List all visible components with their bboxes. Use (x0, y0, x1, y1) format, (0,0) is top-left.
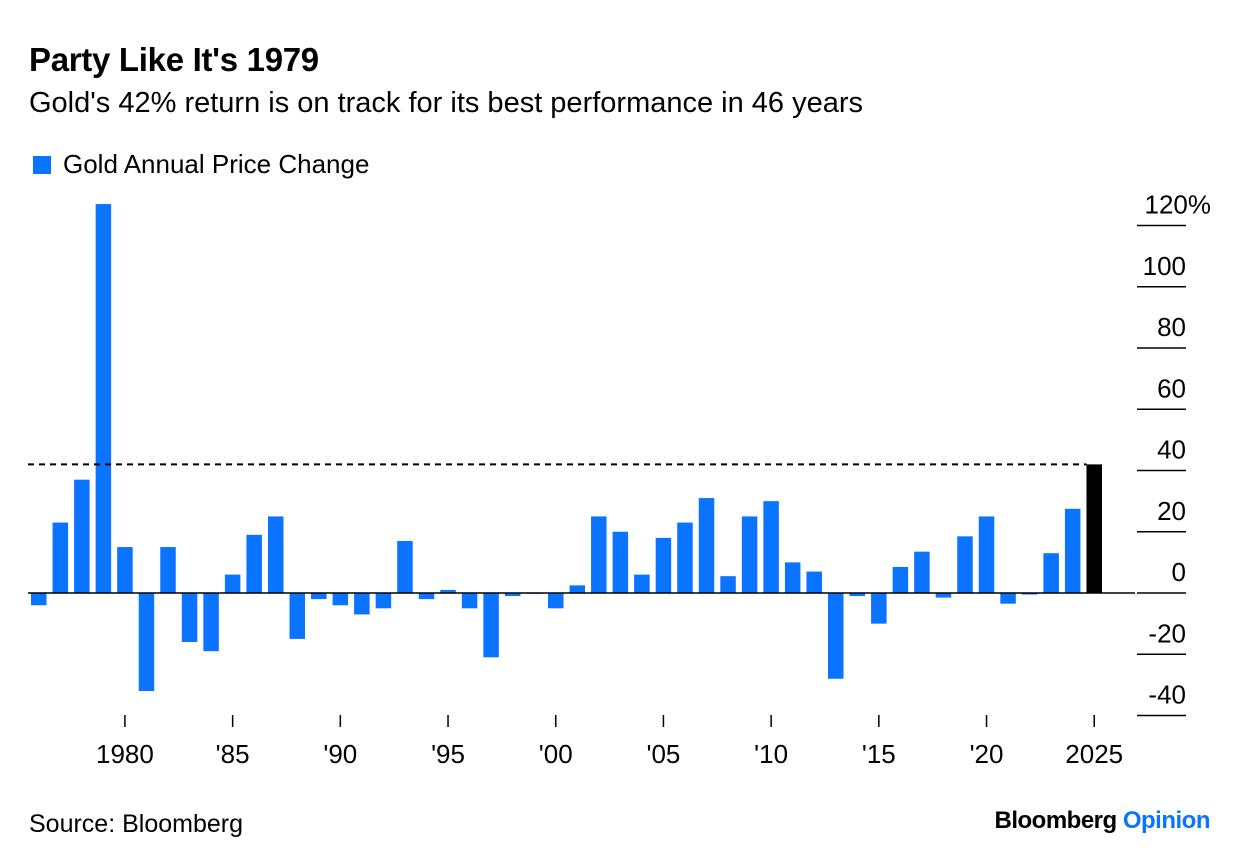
bar-1996 (461, 593, 478, 609)
bar-2014 (849, 593, 866, 597)
bar-1986 (246, 534, 262, 593)
source-note: Source: Bloomberg (29, 810, 244, 838)
y-tick-label-0: 0 (1172, 557, 1186, 587)
bar-1980 (117, 547, 133, 593)
bar-2009 (741, 516, 758, 593)
x-tick-label-1980: 1980 (96, 739, 154, 769)
x-tick-label-2025: 2025 (1065, 739, 1123, 769)
bar-2008 (720, 576, 736, 593)
bar-2012 (806, 571, 822, 593)
x-tick-label-1985: '85 (216, 739, 250, 769)
brand-logo: Bloomberg Opinion (995, 807, 1211, 835)
bar-1989 (311, 593, 327, 600)
bar-1979 (95, 204, 112, 593)
bar-2019 (957, 536, 973, 593)
bar-1987 (267, 516, 284, 593)
x-axis: 1980 '85 '90 '95 '00 '05 '10 '15 '20 2025 (28, 592, 1135, 769)
bar-2007 (698, 498, 715, 593)
bar-2020 (978, 516, 995, 593)
bar-1998 (504, 593, 521, 597)
bar-1992 (375, 593, 392, 609)
bar-2004 (634, 574, 650, 593)
bar-2011 (784, 562, 801, 593)
legend-swatch (33, 155, 51, 174)
chart-title: Party Like It's 1979 (29, 41, 319, 78)
bar-1997 (483, 593, 499, 658)
bar-1978 (74, 479, 90, 593)
y-tick-label-40: 40 (1157, 435, 1186, 465)
bar-2018 (935, 593, 952, 598)
bar-1985 (224, 574, 241, 593)
bar-2002 (591, 516, 607, 593)
bar-2005 (655, 537, 672, 593)
bar-2015 (871, 593, 887, 624)
bar-1993 (397, 540, 413, 593)
bar-1994 (418, 593, 435, 600)
y-tick-label--40: -40 (1148, 680, 1186, 710)
brand-suffix: Opinion (1122, 807, 1211, 834)
bar-1990 (332, 593, 349, 606)
bar-2017 (914, 551, 930, 593)
bar-2022 (1021, 593, 1038, 595)
legend: Gold Annual Price Change (33, 149, 369, 180)
bar-1984 (203, 593, 219, 652)
bar-2010 (763, 501, 779, 593)
y-tick-label-80: 80 (1157, 312, 1186, 342)
bar-1983 (181, 593, 198, 642)
x-tick-label-2010: '10 (754, 739, 788, 769)
bar-1981 (138, 593, 155, 691)
bar-2006 (677, 522, 693, 593)
x-tick-label-2005: '05 (646, 739, 680, 769)
bar-2003 (612, 531, 629, 593)
bar-1982 (160, 547, 176, 593)
y-axis: 120% 100 80 60 40 20 0 -20 -40 (1137, 190, 1212, 717)
bar-2013 (828, 593, 844, 679)
x-tick-label-2020: '20 (970, 739, 1004, 769)
bar-1995 (440, 589, 456, 593)
bar-highlight-2025 (1086, 464, 1102, 593)
x-tick-label-2000: '00 (539, 739, 573, 769)
x-tick-label-2015: '15 (862, 739, 896, 769)
y-tick-label--20: -20 (1148, 618, 1186, 648)
y-tick-label-100: 100 (1143, 251, 1186, 281)
chart-subtitle: Gold's 42% return is on track for its be… (29, 87, 864, 119)
bar-2000 (547, 593, 564, 609)
bar-1988 (289, 593, 305, 639)
x-tick-label-1990: '90 (323, 739, 357, 769)
x-tick-label-1995: '95 (431, 739, 465, 769)
bar-1977 (52, 522, 69, 593)
bar-1976 (31, 593, 47, 606)
y-tick-label-60: 60 (1157, 373, 1186, 403)
bar-2001 (569, 585, 586, 593)
bar-2021 (1000, 593, 1016, 604)
legend-label: Gold Annual Price Change (63, 149, 370, 179)
bar-1991 (354, 593, 370, 615)
bar-2023 (1043, 553, 1059, 593)
bar-2016 (892, 566, 909, 593)
bar-2024 (1064, 508, 1081, 593)
brand-name: Bloomberg (994, 807, 1118, 834)
y-tick-label-20: 20 (1157, 496, 1186, 526)
y-tick-label-120: 120% (1145, 190, 1212, 220)
bars-group (31, 204, 1102, 691)
